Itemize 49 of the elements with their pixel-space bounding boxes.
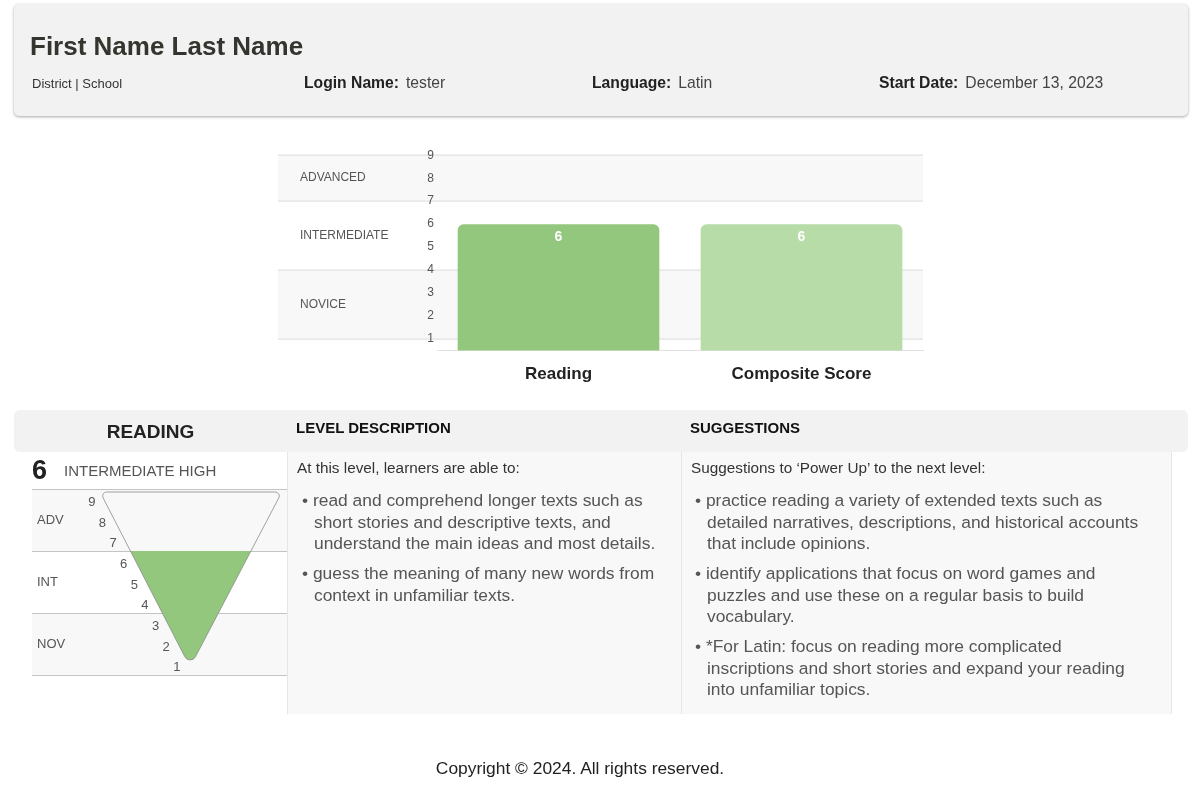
text: 6 [120,555,128,571]
band-label: ADVANCED [300,170,367,185]
text: Suggestions to ‘Power Up’ to the next level: [690,458,987,477]
text: SUGGESTIONS [690,418,801,438]
text: December 13, 2023 [965,74,1104,91]
y-tick-label: 4 [427,262,435,277]
y-tick-label: 9 [427,147,435,162]
y-tick-label: 8 [427,170,435,185]
x-tick-label: Reading [524,364,593,384]
text: 8 [98,514,107,530]
text: Language: [592,74,672,91]
text: 2 [162,638,170,654]
data-label: 6 [797,228,806,245]
text: • read and comprehend longer texts such as short stories and descriptive texts, and understand the main ideas and most details. [301,490,657,555]
text: 5 [130,576,138,592]
y-tick-label: 3 [427,285,435,300]
text: tester [406,74,446,91]
text: At this level, learners are able to: [296,458,521,477]
y-tick-label: 1 [427,331,435,346]
text: Latin [678,74,713,91]
y-tick-label: 7 [427,193,435,208]
text: • *For Latin: focus on reading more complicated inscriptions and short stories and expand your reading into unfamiliar topics. [694,636,1126,701]
text: 9 [88,493,96,509]
text: 3 [151,617,160,633]
y-tick-label: 2 [427,308,435,323]
annotation: INTERMEDIATE [300,227,389,242]
y-tick-label: 6 [427,216,435,231]
text: 4 [141,597,149,613]
text: Login Name: [304,74,399,91]
text: READING [105,420,196,444]
text: Start Date: [879,74,959,91]
text: • guess the meaning of many new words from context in unfamiliar texts. [301,563,656,606]
x-tick-label: Composite Score [731,364,872,384]
text: INTERMEDIATE HIGH [64,461,217,481]
text: 1 [173,659,181,675]
category-label: ADV [37,511,64,527]
category-label: INT [37,573,58,589]
category-label: NOV [37,635,66,651]
text: Copyright © 2024. All rights reserved. [434,757,726,780]
text: • practice reading a variety of extended texts such as detailed narratives, descriptions, and historical accounts that include opinions. [694,490,1140,555]
y-tick-label: 5 [427,239,435,254]
text: District | School [32,76,123,91]
text: 7 [109,535,117,551]
data-label: 6 [32,454,48,486]
band-label: NOVICE [300,296,347,311]
data-label: 6 [554,228,563,245]
text: First Name Last Name [30,31,304,62]
text: LEVEL DESCRIPTION [296,418,451,438]
text: • identify applications that focus on word games and puzzles and use these on a regular basis to build vocabulary. [694,563,1097,628]
